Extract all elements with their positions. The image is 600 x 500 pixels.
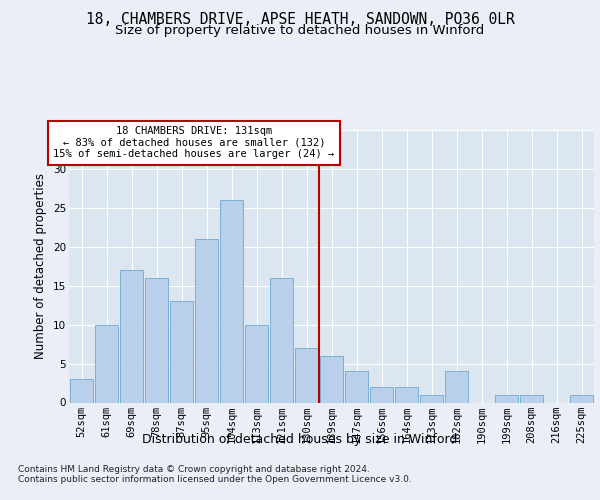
Text: Contains HM Land Registry data © Crown copyright and database right 2024.
Contai: Contains HM Land Registry data © Crown c…: [18, 465, 412, 484]
Bar: [145, 278, 168, 402]
Y-axis label: Number of detached properties: Number of detached properties: [34, 174, 47, 359]
Bar: [495, 394, 518, 402]
Bar: [270, 278, 293, 402]
Text: Distribution of detached houses by size in Winford: Distribution of detached houses by size …: [142, 432, 458, 446]
Text: Size of property relative to detached houses in Winford: Size of property relative to detached ho…: [115, 24, 485, 37]
Bar: [570, 394, 593, 402]
Bar: [295, 348, 318, 403]
Bar: [120, 270, 143, 402]
Bar: [95, 324, 118, 402]
Bar: [370, 387, 393, 402]
Bar: [345, 372, 368, 402]
Bar: [445, 372, 468, 402]
Bar: [195, 239, 218, 402]
Bar: [220, 200, 243, 402]
Bar: [395, 387, 418, 402]
Text: 18 CHAMBERS DRIVE: 131sqm
← 83% of detached houses are smaller (132)
15% of semi: 18 CHAMBERS DRIVE: 131sqm ← 83% of detac…: [53, 126, 335, 160]
Bar: [170, 302, 193, 402]
Text: 18, CHAMBERS DRIVE, APSE HEATH, SANDOWN, PO36 0LR: 18, CHAMBERS DRIVE, APSE HEATH, SANDOWN,…: [86, 12, 514, 28]
Bar: [245, 324, 268, 402]
Bar: [420, 394, 443, 402]
Bar: [320, 356, 343, 403]
Bar: [70, 379, 93, 402]
Bar: [520, 394, 543, 402]
